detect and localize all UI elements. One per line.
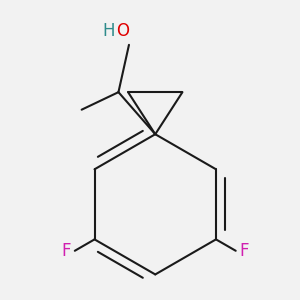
Text: O: O xyxy=(116,22,129,40)
Text: F: F xyxy=(62,242,71,260)
Text: F: F xyxy=(239,242,249,260)
Text: H: H xyxy=(102,22,115,40)
